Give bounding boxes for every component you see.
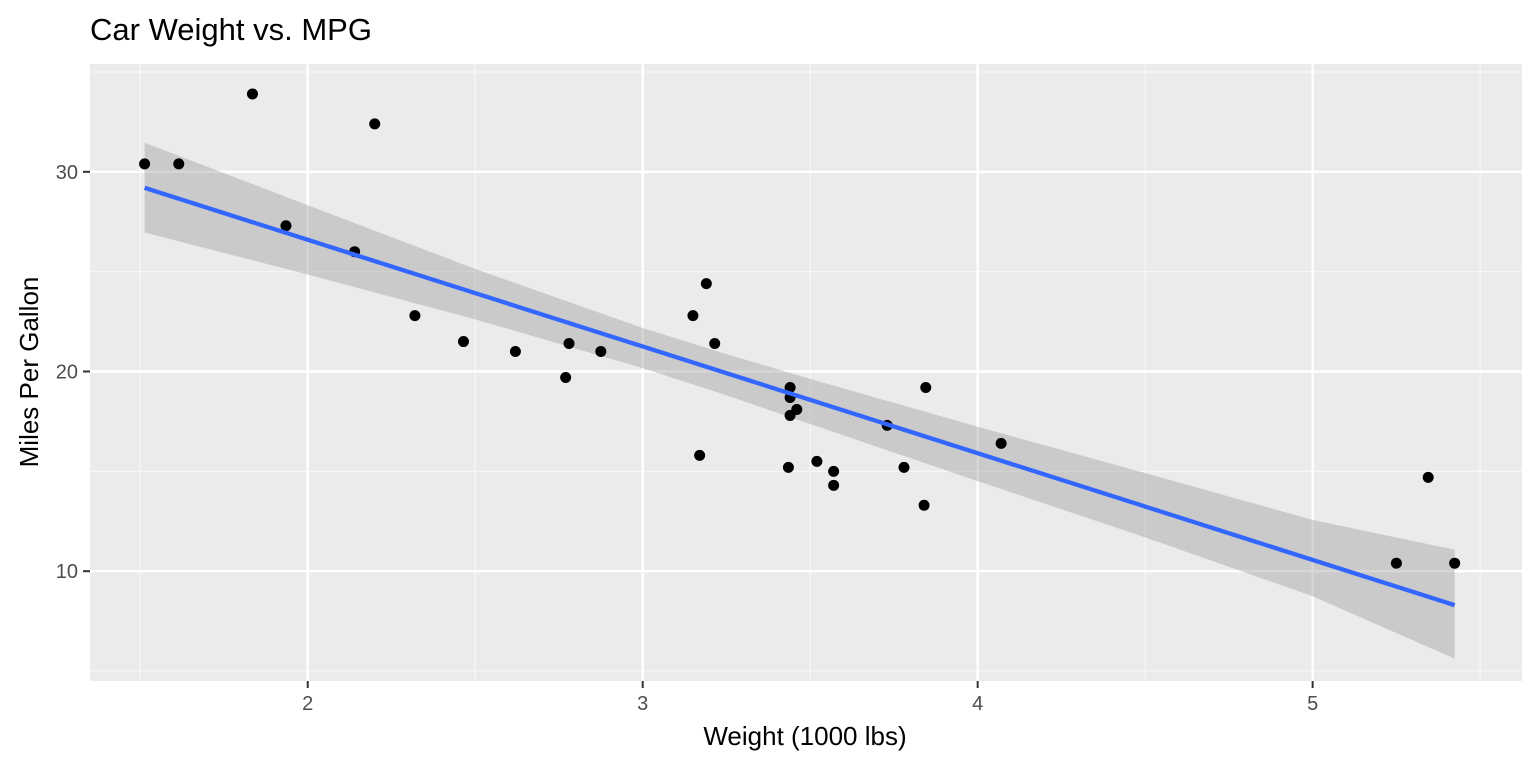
- x-axis-label: Weight (1000 lbs): [703, 721, 906, 751]
- data-point: [1422, 471, 1434, 483]
- data-point: [1449, 557, 1461, 569]
- data-point: [173, 158, 185, 170]
- data-point: [782, 461, 794, 473]
- chart-title: Car Weight vs. MPG: [90, 12, 372, 47]
- data-point: [139, 158, 151, 170]
- y-tick-label: 30: [56, 162, 78, 184]
- data-point: [791, 403, 803, 415]
- x-tick-label: 5: [1307, 693, 1318, 715]
- data-point: [280, 220, 292, 232]
- data-point: [709, 338, 721, 350]
- x-tick-label: 2: [302, 693, 313, 715]
- data-point: [1390, 557, 1402, 569]
- data-point: [828, 479, 840, 491]
- data-point: [369, 118, 381, 130]
- data-point: [920, 381, 932, 393]
- axes-layer: 2 3 4 5 10 20 30: [56, 162, 1318, 715]
- data-point: [409, 310, 421, 322]
- y-tick-label: 10: [56, 561, 78, 583]
- data-point: [509, 346, 521, 358]
- data-point: [811, 455, 823, 467]
- data-point: [595, 346, 607, 358]
- y-axis-label: Miles Per Gallon: [14, 277, 44, 468]
- y-tick-label: 20: [56, 362, 78, 384]
- data-point: [563, 338, 575, 350]
- data-point: [828, 465, 840, 477]
- regression-line-layer: [143, 185, 1456, 608]
- data-point: [700, 278, 712, 290]
- data-point: [694, 449, 706, 461]
- points-layer: [139, 88, 1461, 569]
- minor-gridlines: [90, 64, 1522, 681]
- confidence-band: [144, 142, 1455, 659]
- x-tick-label: 4: [972, 693, 983, 715]
- data-point: [687, 310, 699, 322]
- data-point: [457, 336, 469, 348]
- x-tick-label: 3: [637, 693, 648, 715]
- regression-line: [143, 185, 1456, 608]
- confidence-band-layer: [144, 142, 1455, 659]
- data-point: [784, 381, 796, 393]
- data-point: [995, 437, 1007, 449]
- data-point: [246, 88, 258, 100]
- data-point: [898, 461, 910, 473]
- data-point: [560, 371, 572, 383]
- data-point: [918, 499, 930, 511]
- major-gridlines: [90, 64, 1522, 681]
